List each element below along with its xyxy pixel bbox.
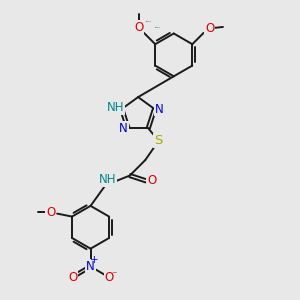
Text: N: N bbox=[86, 260, 95, 273]
Text: N: N bbox=[154, 103, 163, 116]
Text: N: N bbox=[119, 122, 128, 135]
Text: NH: NH bbox=[99, 173, 116, 186]
Text: O: O bbox=[68, 271, 77, 284]
Text: O: O bbox=[46, 206, 55, 219]
Text: O: O bbox=[205, 22, 214, 35]
Text: NH: NH bbox=[106, 101, 124, 114]
Text: methoxy: methoxy bbox=[146, 20, 152, 22]
Text: O: O bbox=[134, 21, 143, 34]
Text: methoxy: methoxy bbox=[155, 26, 161, 28]
Text: ⁻: ⁻ bbox=[112, 271, 117, 281]
Text: O: O bbox=[105, 271, 114, 284]
Text: O: O bbox=[147, 174, 156, 188]
Text: +: + bbox=[90, 255, 99, 265]
Text: S: S bbox=[154, 134, 163, 147]
